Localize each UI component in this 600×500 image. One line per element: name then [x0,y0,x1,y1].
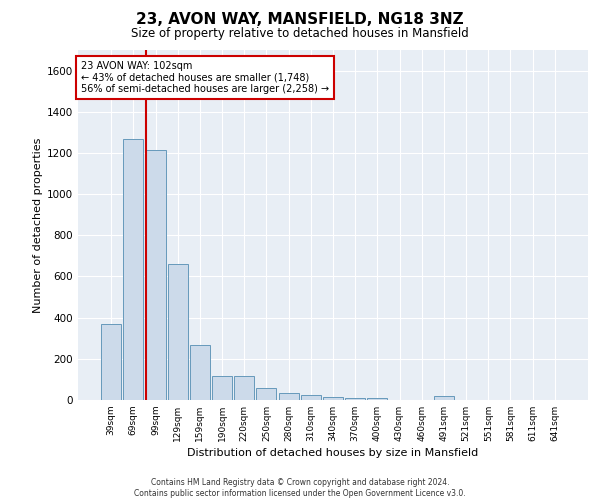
Bar [168,264,188,400]
Y-axis label: Number of detached properties: Number of detached properties [33,138,43,312]
Bar [146,150,166,400]
Bar [234,376,254,400]
Bar [124,138,143,400]
Bar [101,324,121,400]
Bar [301,395,321,400]
Text: Size of property relative to detached houses in Mansfield: Size of property relative to detached ho… [131,28,469,40]
X-axis label: Distribution of detached houses by size in Mansfield: Distribution of detached houses by size … [187,448,479,458]
Bar [345,398,365,400]
Bar [434,396,454,400]
Bar [278,393,299,400]
Bar [256,388,277,400]
Text: Contains HM Land Registry data © Crown copyright and database right 2024.
Contai: Contains HM Land Registry data © Crown c… [134,478,466,498]
Text: 23 AVON WAY: 102sqm
← 43% of detached houses are smaller (1,748)
56% of semi-det: 23 AVON WAY: 102sqm ← 43% of detached ho… [80,60,329,94]
Bar [212,376,232,400]
Text: 23, AVON WAY, MANSFIELD, NG18 3NZ: 23, AVON WAY, MANSFIELD, NG18 3NZ [136,12,464,28]
Bar [190,346,210,400]
Bar [367,398,388,400]
Bar [323,397,343,400]
